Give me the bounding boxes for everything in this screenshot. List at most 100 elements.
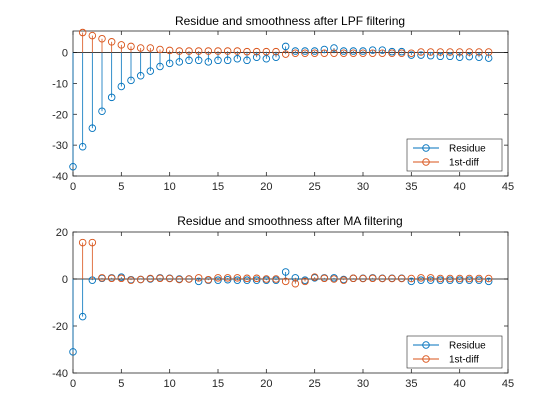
ma-stem-marker [475, 274, 483, 283]
lpf-stem-marker [484, 48, 493, 56]
lpf-stem-marker [378, 49, 387, 57]
lpf-stem-marker [475, 48, 483, 56]
lpf-stem-marker [291, 49, 300, 57]
ma-stem-marker [465, 274, 474, 283]
lpf-subplot: Residue and smoothness after LPF filteri… [52, 14, 514, 193]
ma-stem-marker [88, 238, 97, 247]
ma-x-tick-label: 35 [405, 378, 417, 390]
ma-stem-marker [69, 348, 77, 356]
lpf-stem-marker [252, 47, 261, 56]
ma-stem-marker [436, 274, 445, 283]
lpf-stem-marker [194, 47, 203, 55]
ma-stem-marker [272, 275, 280, 283]
ma-x-tick-label: 15 [212, 378, 224, 390]
lpf-stem-marker [233, 47, 242, 55]
ma-y-tick-label: -40 [52, 368, 68, 380]
lpf-stem-marker [243, 56, 251, 65]
ma-stem-marker [223, 275, 232, 284]
ma-stem-marker [397, 274, 406, 283]
lpf-x-tick-label: 15 [212, 181, 224, 193]
ma-x-tick-label: 25 [309, 378, 321, 390]
ma-stem-marker [194, 274, 203, 282]
lpf-stem-marker [349, 47, 358, 55]
lpf-x-tick-label: 40 [454, 181, 466, 193]
ma-stem-marker [359, 274, 367, 283]
ma-stem-marker [233, 276, 242, 284]
lpf-stem-marker [69, 162, 77, 171]
ma-stem-marker [214, 274, 222, 282]
lpf-x-tick-label: 0 [70, 181, 76, 193]
lpf-stem-marker [78, 28, 87, 37]
lpf-stem-marker [165, 46, 174, 55]
lpf-stem-marker [204, 58, 213, 66]
ma-stem-marker [223, 274, 232, 282]
lpf-stem-marker [262, 55, 271, 63]
lpf-stem-marker [436, 48, 445, 56]
ma-stem-marker [146, 274, 155, 283]
lpf-stem-marker [214, 56, 222, 65]
lpf-stem-marker [368, 46, 377, 54]
lpf-stem-marker [194, 56, 203, 65]
ma-y-tick-label: -20 [52, 321, 68, 333]
ma-stem-marker [252, 274, 261, 283]
ma-stem-marker [455, 274, 464, 283]
lpf-stem-marker [426, 48, 435, 56]
lpf-stem-marker [339, 49, 348, 57]
ma-legend-marker [422, 355, 430, 363]
lpf-legend-marker [422, 144, 430, 152]
lpf-stem-marker [281, 42, 290, 51]
lpf-stem-marker [330, 49, 338, 57]
lpf-stem-marker [98, 107, 106, 115]
lpf-series-residue [69, 42, 493, 171]
lpf-y-tick-label: -30 [52, 140, 68, 152]
ma-stem-marker [136, 275, 145, 284]
lpf-legend: Residue 1st-diff [406, 138, 503, 172]
lpf-x-tick-label: 5 [118, 181, 124, 193]
lpf-stem-marker [465, 52, 474, 61]
ma-stem-marker [204, 275, 213, 284]
ma-subplot: Residue and smoothness after MA filterin… [52, 214, 514, 390]
lpf-stem-marker [78, 142, 87, 151]
lpf-stem-marker [359, 49, 367, 57]
lpf-stem-marker [465, 48, 474, 56]
lpf-stem-marker [272, 53, 280, 61]
ma-stem-marker [310, 273, 319, 281]
lpf-stem-marker [281, 50, 290, 58]
lpf-stem-marker [301, 47, 309, 55]
ma-stem-marker [165, 274, 174, 283]
ma-legend-marker [422, 341, 430, 349]
ma-stem-marker [426, 276, 435, 284]
lpf-stem-marker [455, 48, 464, 56]
lpf-stem-marker [446, 48, 454, 56]
ma-stem-marker [339, 276, 348, 284]
lpf-stem-marker [252, 53, 261, 61]
lpf-stem-marker [475, 53, 483, 61]
ma-stem-marker [262, 275, 271, 283]
lpf-stem-marker [107, 93, 116, 102]
lpf-stem-marker [330, 44, 338, 52]
lpf-stem-marker [175, 47, 184, 55]
lpf-y-tick-label: 0 [62, 48, 68, 60]
lpf-chart-title: Residue and smoothness after LPF filteri… [175, 14, 405, 28]
ma-stem-marker [378, 274, 387, 283]
lpf-x-tick-label: 30 [357, 181, 369, 193]
ma-stem-marker [407, 277, 416, 286]
ma-x-tick-label: 5 [118, 378, 124, 390]
ma-y-tick-label: 20 [56, 227, 68, 239]
lpf-stem-marker [223, 56, 232, 65]
ma-stem-marker [330, 275, 338, 283]
lpf-stem-marker [127, 42, 135, 51]
lpf-stem-marker [243, 47, 251, 56]
lpf-x-tick-label: 35 [405, 181, 417, 193]
lpf-series-first-diff [78, 28, 493, 58]
ma-stem-marker [484, 274, 493, 283]
lpf-stem-marker [204, 47, 213, 55]
ma-x-tick-label: 0 [70, 378, 76, 390]
lpf-stem-marker [185, 47, 193, 55]
lpf-stem-marker [446, 52, 454, 61]
lpf-stem-marker [136, 44, 145, 52]
ma-x-tick-label: 45 [502, 378, 514, 390]
ma-legend-label: 1st-diff [449, 355, 479, 366]
lpf-stem-marker [233, 55, 242, 63]
ma-stem-marker [252, 276, 261, 284]
